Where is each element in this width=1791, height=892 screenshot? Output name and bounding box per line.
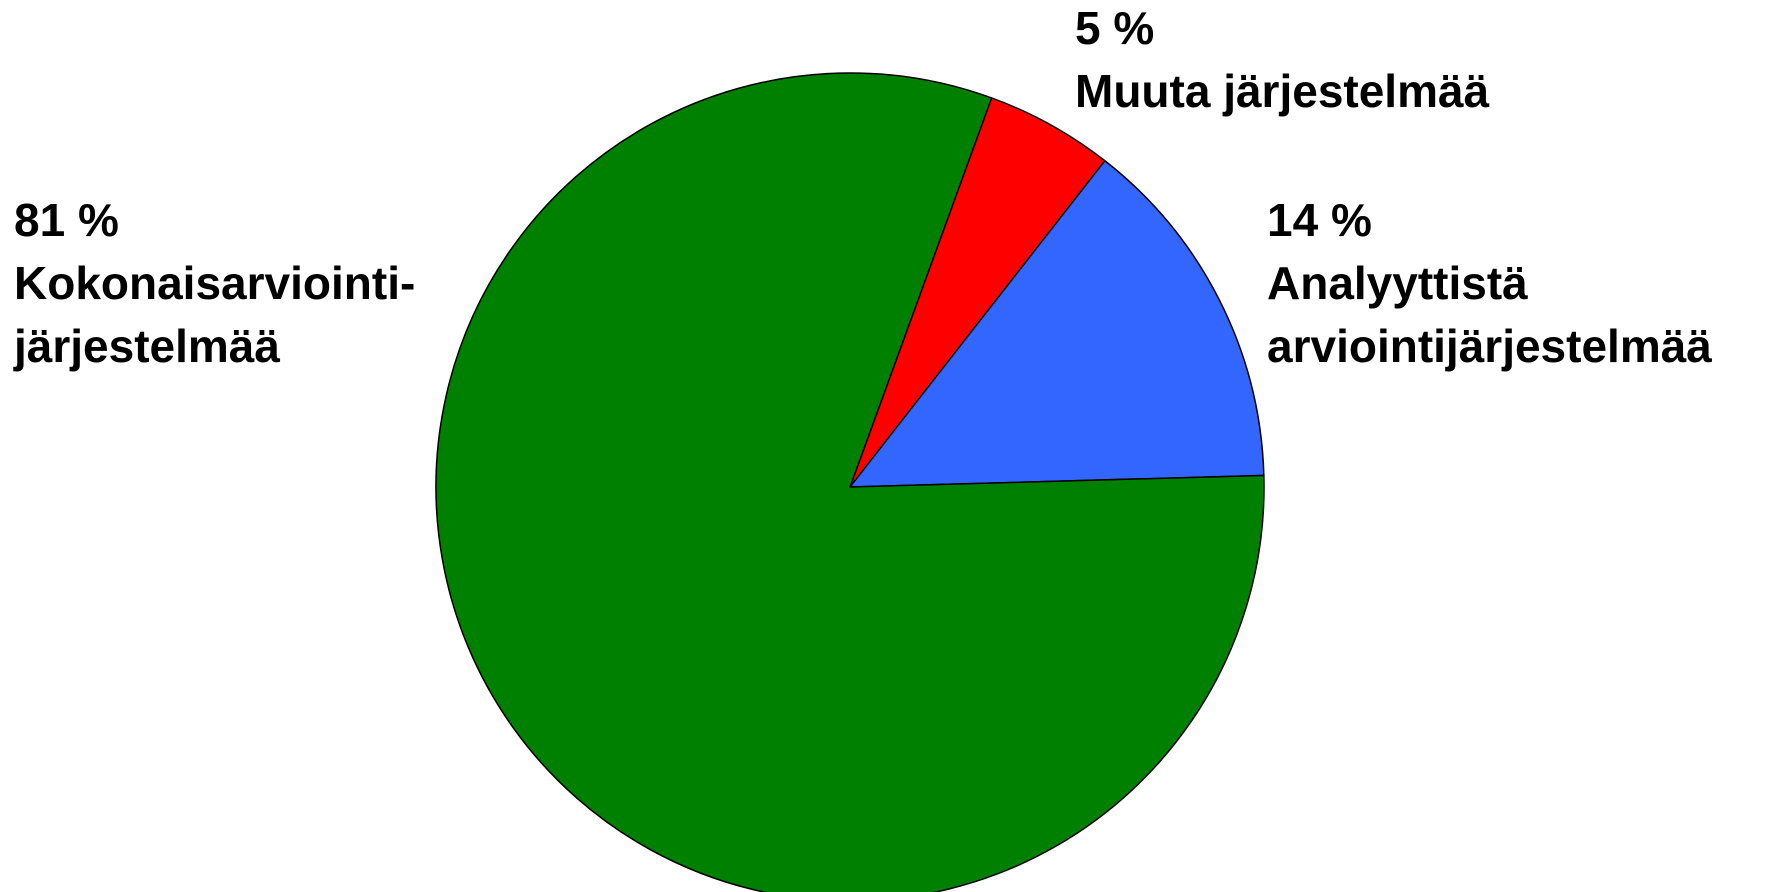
pie-slice [848,159,1265,488]
slice-value-label: 81 % [14,194,119,246]
slice-category-label: Analyyttistä [1267,257,1528,309]
slice-category-label: Muuta järjestelmää [1075,65,1490,117]
pie-slice [435,72,1265,892]
slice-category-label: järjestelmää [13,320,280,372]
slice-value-label: 14 % [1267,194,1372,246]
slice-value-label: 5 % [1075,2,1154,54]
slice-category-label: arviointijärjestelmää [1267,320,1712,372]
slice-category-label: Kokonaisarviointi- [14,257,415,309]
